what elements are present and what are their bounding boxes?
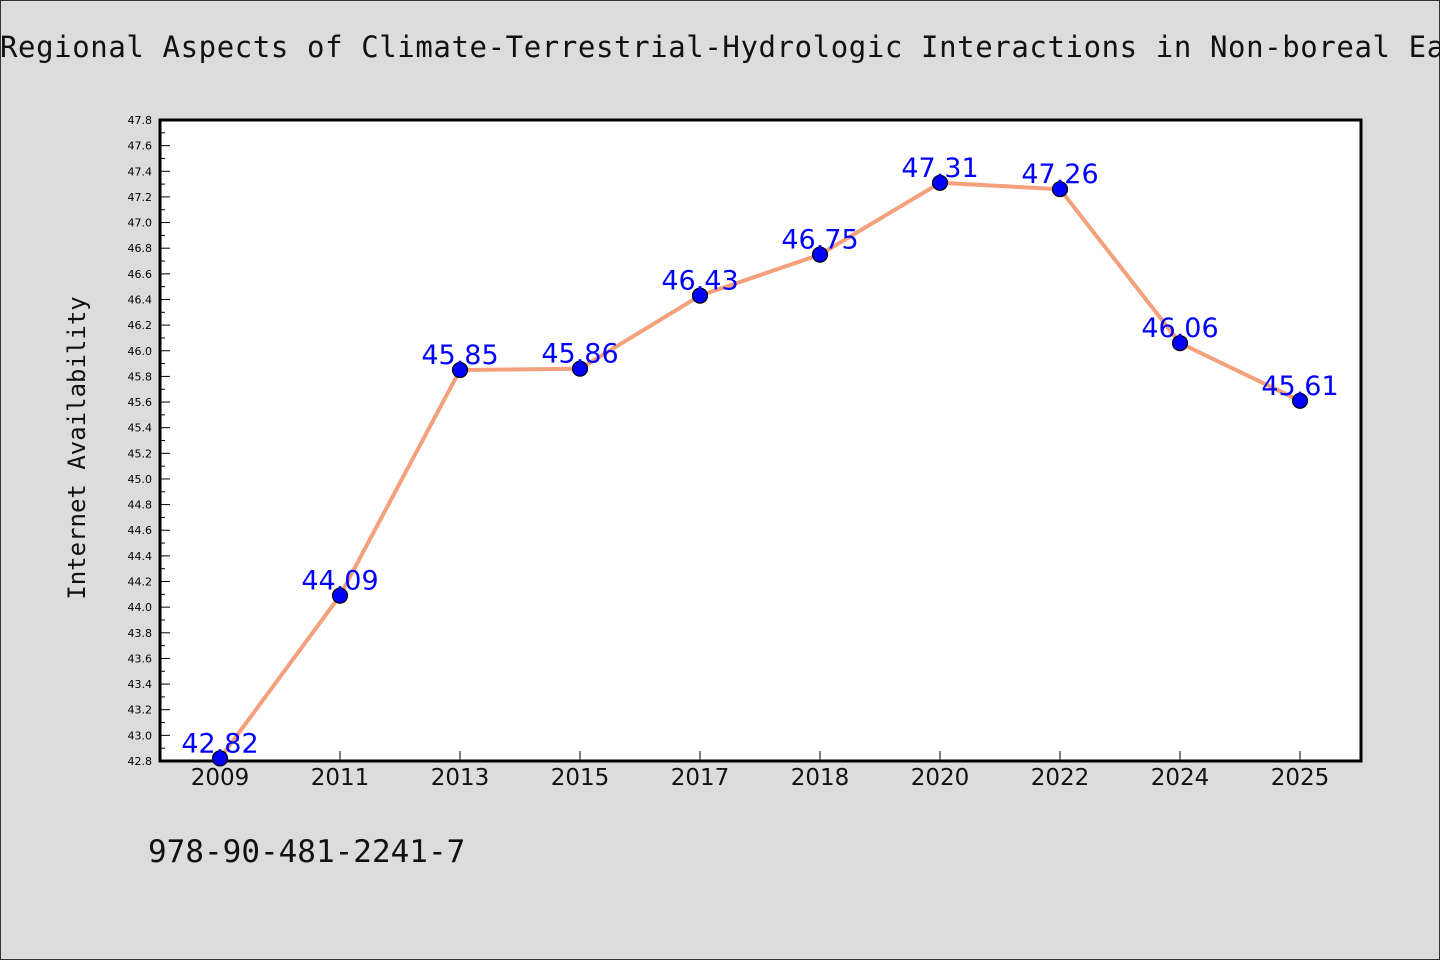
x-tick-label: 2017 xyxy=(671,765,730,791)
y-tick-label: 47.8 xyxy=(128,114,153,127)
x-tick-label: 2024 xyxy=(1151,765,1210,791)
y-tick-label: 45.6 xyxy=(128,396,153,409)
y-tick-label: 47.0 xyxy=(128,217,153,230)
y-tick-label: 46.0 xyxy=(128,345,153,358)
data-label: 45.85 xyxy=(421,340,498,371)
y-tick-label: 44.6 xyxy=(128,524,153,537)
x-axis: 2009 2011 2013 2015 2017 2018 2020 2022 2024 2025 xyxy=(191,751,1330,791)
x-tick-label: 2015 xyxy=(551,765,610,791)
isbn-label: 978-90-481-2241-7 xyxy=(148,834,466,870)
data-label: 46.06 xyxy=(1141,313,1218,344)
data-label: 45.61 xyxy=(1261,371,1338,402)
x-tick-label: 2025 xyxy=(1271,765,1330,791)
y-tick-label: 44.4 xyxy=(128,550,153,563)
data-label: 42.82 xyxy=(181,728,258,759)
series-group xyxy=(211,174,1309,767)
data-label: 44.09 xyxy=(301,566,378,597)
x-tick-label: 2009 xyxy=(191,765,250,791)
y-tick-label: 45.8 xyxy=(128,370,153,383)
data-point xyxy=(451,361,469,379)
y-tick-label: 45.4 xyxy=(128,422,153,435)
y-axis-title: Internet Availability xyxy=(63,296,91,599)
x-tick-label: 2013 xyxy=(431,765,490,791)
data-label: 46.43 xyxy=(661,266,738,297)
chart-title: Regional Aspects of Climate-Terrestrial-… xyxy=(0,30,1440,64)
y-tick-label: 43.2 xyxy=(128,704,153,717)
y-tick-label: 47.2 xyxy=(128,191,153,204)
data-point xyxy=(931,174,949,191)
data-point xyxy=(811,246,829,263)
x-tick-label: 2022 xyxy=(1031,765,1090,791)
y-tick-label: 45.2 xyxy=(128,447,153,460)
y-tick-label: 43.4 xyxy=(128,678,153,691)
data-point xyxy=(1051,181,1069,198)
x-tick-label: 2020 xyxy=(911,765,970,791)
y-tick-label: 44.0 xyxy=(128,601,153,614)
y-tick-label: 44.2 xyxy=(128,576,153,589)
data-point xyxy=(691,287,709,304)
y-tick-label: 46.4 xyxy=(128,293,153,306)
data-point xyxy=(331,587,349,604)
data-label: 47.31 xyxy=(901,153,978,184)
data-label: 45.86 xyxy=(541,339,618,370)
y-tick-label: 42.8 xyxy=(128,755,153,768)
y-tick-label: 46.2 xyxy=(128,319,153,332)
series-line xyxy=(218,180,1302,761)
data-labels-group: 42.82 44.09 45.85 45.86 46.43 46.75 47.31 47.26… xyxy=(181,153,1338,760)
y-tick-label: 46.8 xyxy=(128,242,153,255)
y-tick-label: 47.4 xyxy=(128,165,153,178)
y-tick-label: 45.0 xyxy=(128,473,153,486)
y-tick-label: 43.0 xyxy=(128,729,153,742)
data-point xyxy=(1171,335,1189,352)
x-tick-label: 2018 xyxy=(791,765,850,791)
data-label: 47.26 xyxy=(1021,159,1098,190)
x-tick-label: 2011 xyxy=(311,765,370,791)
data-point xyxy=(571,360,589,377)
data-label: 46.75 xyxy=(781,225,858,256)
y-tick-label: 43.6 xyxy=(128,652,153,665)
y-tick-label: 43.8 xyxy=(128,627,153,640)
y-axis: 42.8 43.0 43.2 43.4 43.6 43.8 44.0 44.2 44.4 44.6… xyxy=(128,114,170,768)
y-tick-label: 46.6 xyxy=(128,268,153,281)
plot-area xyxy=(158,118,1363,763)
data-point xyxy=(1291,392,1309,409)
y-tick-label: 44.8 xyxy=(128,499,153,512)
data-point xyxy=(211,750,229,767)
y-tick-label: 47.6 xyxy=(128,140,153,153)
